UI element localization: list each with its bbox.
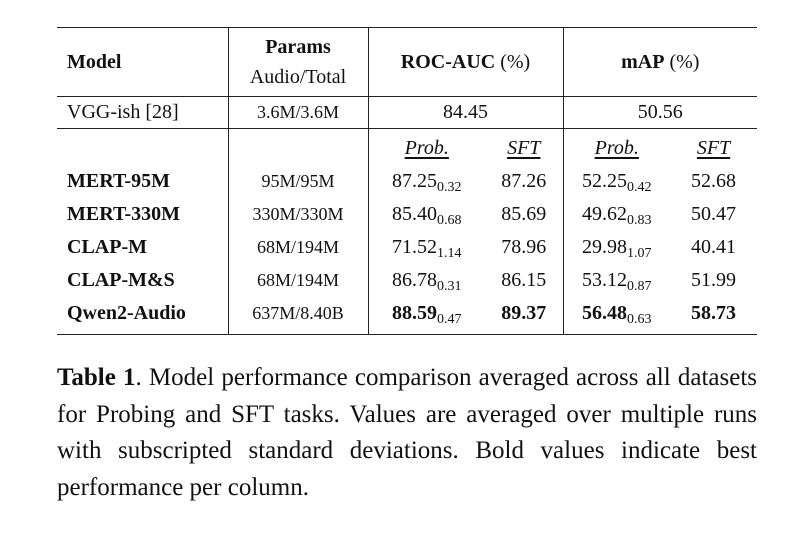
std-dev: 0.42 xyxy=(627,180,652,195)
cell: CLAP-M&S xyxy=(57,264,229,297)
cell: 52.68 xyxy=(691,170,737,192)
cell: 58.73 xyxy=(670,297,758,335)
cell: Prob. xyxy=(563,129,670,166)
header-text: ROC-AUC xyxy=(400,51,496,73)
value: 29.98 xyxy=(582,236,628,258)
cell: 51.99 xyxy=(691,269,737,291)
cell: 52.250.42 xyxy=(563,165,670,198)
cell: SFT xyxy=(485,128,564,165)
value: 49.62 xyxy=(582,203,628,225)
header-cell: mAP (%) xyxy=(563,27,758,97)
cell: 330M/330M xyxy=(228,198,369,231)
cell: 50.47 xyxy=(691,203,737,225)
cell: 71.521.14 xyxy=(368,231,485,264)
std-dev: 0.63 xyxy=(627,312,652,327)
data-row: MERT-95M 95M/95M 87.250.32 87.26 52.250.42 52… xyxy=(57,165,757,198)
cell: 86.780.31 xyxy=(368,264,485,297)
value: 86.78 xyxy=(392,269,437,291)
std-dev: 0.32 xyxy=(437,180,462,195)
header-text: (%) xyxy=(500,51,531,73)
subheader: SFT xyxy=(696,136,731,159)
header-cell: Params Audio/Total xyxy=(228,27,369,97)
cell: Qwen2-Audio xyxy=(57,297,229,335)
cell: 53.120.87 xyxy=(563,264,670,297)
data-row: CLAP-M 68M/194M 71.521.14 78.96 29.981.07 40.… xyxy=(57,231,757,264)
cell: 637M/8.40B xyxy=(228,297,369,335)
value: 88.59 xyxy=(392,302,437,324)
cell: 49.620.83 xyxy=(563,198,670,231)
data-row: Qwen2-Audio 637M/8.40B 88.590.47 89.37 56.48… xyxy=(57,297,758,335)
cell: 29.981.07 xyxy=(563,231,670,264)
cell: 87.26 xyxy=(485,165,564,198)
header-cell: Model xyxy=(57,27,229,97)
cell: Prob. xyxy=(368,129,485,166)
cell: 87.250.32 xyxy=(368,165,485,198)
data-row: CLAP-M&S 68M/194M 86.780.31 86.15 53.120.87 5… xyxy=(57,264,757,297)
header-text: Params xyxy=(265,36,331,58)
std-dev: 0.83 xyxy=(627,213,652,228)
value: 71.52 xyxy=(392,236,437,258)
std-dev: 0.87 xyxy=(627,279,652,294)
caption-text: . Model performance comparison averaged … xyxy=(57,364,757,501)
cell: 84.45 xyxy=(368,96,564,129)
cell: 95M/95M xyxy=(228,165,369,198)
baseline-row: VGG-ish [28] 3.6M/3.6M 84.45 50.56 xyxy=(57,96,758,129)
cell: MERT-330M xyxy=(57,198,229,231)
header-cell: ROC-AUC (%) xyxy=(368,27,564,97)
cell: 3.6M/3.6M xyxy=(228,96,369,129)
cell: VGG-ish [28] xyxy=(57,96,229,129)
caption: Table 1. Model performance comparison av… xyxy=(57,360,757,506)
value: 52.25 xyxy=(582,170,628,192)
cell: SFT xyxy=(670,129,757,166)
subheader: Prob. xyxy=(594,136,639,159)
cell: 40.41 xyxy=(691,236,737,258)
table-body: Model Params Audio/Total ROC-AUC (%) mAP … xyxy=(57,27,758,335)
results-table: Model Params Audio/Total ROC-AUC (%) mAP … xyxy=(57,27,758,335)
header-text: Audio/Total xyxy=(249,66,347,88)
std-dev: 0.47 xyxy=(437,312,462,327)
cell: 85.400.68 xyxy=(368,198,485,231)
subheader: SFT xyxy=(507,136,541,159)
cell: 85.69 xyxy=(485,198,564,231)
cell: 68M/194M xyxy=(228,231,369,264)
value: 53.12 xyxy=(582,269,628,291)
cell: MERT-95M xyxy=(57,165,229,198)
cell: 86.15 xyxy=(485,264,564,297)
cell: 78.96 xyxy=(485,231,564,264)
cell: 68M/194M xyxy=(228,264,369,297)
value: 87.25 xyxy=(392,170,437,192)
subheader-row: Prob. SFT Prob. SFT xyxy=(57,128,757,166)
cell: 89.37 xyxy=(485,297,564,335)
value: 85.40 xyxy=(392,203,437,225)
header-row: Model Params Audio/Total ROC-AUC (%) mAP … xyxy=(57,27,758,97)
std-dev: 0.68 xyxy=(437,213,462,228)
cell xyxy=(57,128,229,165)
cell: CLAP-M xyxy=(57,231,229,264)
std-dev: 1.14 xyxy=(437,246,462,261)
cell: 88.590.47 xyxy=(368,297,485,335)
header-text: mAP xyxy=(621,51,665,73)
data-row: MERT-330M 330M/330M 85.400.68 85.69 49.620.8… xyxy=(57,198,757,231)
cell: 56.480.63 xyxy=(563,297,671,335)
std-dev: 1.07 xyxy=(627,246,652,261)
subheader: Prob. xyxy=(404,136,449,159)
std-dev: 0.31 xyxy=(437,279,462,294)
cell: 50.56 xyxy=(563,96,758,129)
value: 56.48 xyxy=(582,302,628,324)
cell xyxy=(228,128,369,165)
caption-label: Table 1 xyxy=(57,364,136,391)
header-text: (%) xyxy=(669,51,700,73)
